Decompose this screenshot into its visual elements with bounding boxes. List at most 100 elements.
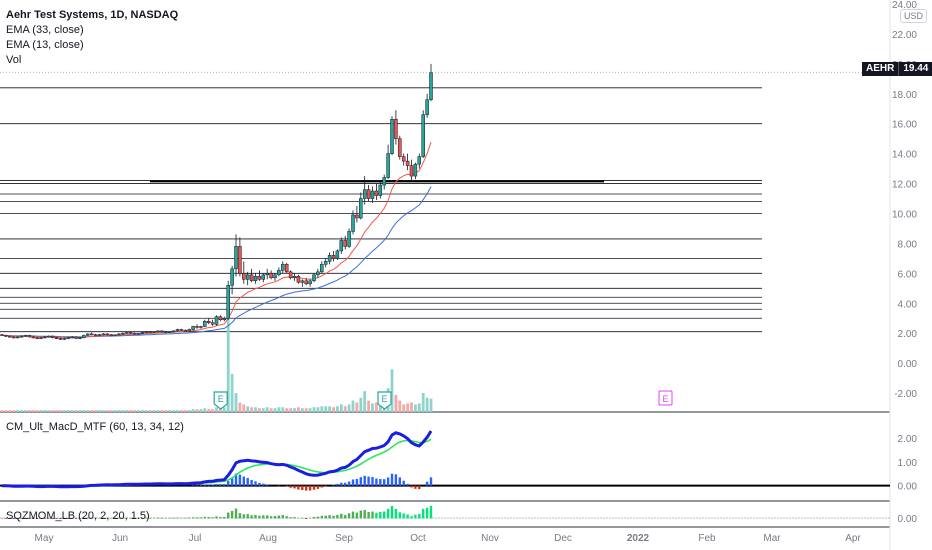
ema-13-line <box>1 142 432 339</box>
ema-13-label[interactable]: EMA (13, close) <box>6 39 84 51</box>
sqz-bar <box>383 511 386 519</box>
candle-body <box>117 333 121 336</box>
sqz-bar <box>188 517 191 519</box>
candle-body <box>257 276 262 280</box>
macd-hist-bar <box>211 484 214 486</box>
candlesticks[interactable] <box>0 63 433 340</box>
candle-body <box>160 330 164 333</box>
candle <box>366 185 371 202</box>
sqz-bar <box>406 514 409 519</box>
candle-body <box>179 329 184 331</box>
candle-body <box>378 184 383 196</box>
sqz-bar <box>71 517 74 519</box>
candle-body <box>148 331 152 333</box>
candle-body <box>253 276 258 282</box>
candle-body <box>316 271 320 276</box>
sqz-bar <box>78 518 82 519</box>
candle <box>429 63 433 102</box>
volume-label[interactable]: Vol <box>6 54 22 66</box>
currency-badge[interactable]: USD <box>900 9 928 23</box>
sqz-bar <box>164 517 167 519</box>
sqz-bar <box>67 518 70 519</box>
candle-body <box>156 330 160 333</box>
sqz-bar <box>16 518 19 519</box>
candle-body <box>409 165 414 177</box>
candle-body <box>23 335 28 337</box>
sqz-bar <box>277 515 281 519</box>
price-tick-label: 16.00 <box>892 120 917 131</box>
candle-body <box>109 334 113 336</box>
sqz-bar <box>414 514 417 519</box>
macd-tick-label: 1.00 <box>898 458 918 469</box>
sqz-bar <box>422 508 425 519</box>
candle-body <box>284 264 289 273</box>
volume-bar <box>35 410 39 412</box>
symbol-title[interactable]: Aehr Test Systems, 1D, NASDAQ <box>6 9 179 21</box>
candle <box>347 228 351 248</box>
volume-bar <box>375 402 378 412</box>
sqz-bar <box>86 517 89 519</box>
candle <box>257 270 262 281</box>
volume-bar <box>293 408 296 412</box>
earnings-label: E <box>218 394 224 404</box>
volume-bar <box>226 317 230 412</box>
sqzmom-indicator-label[interactable]: SQZMOM_LB (20, 2, 20, 1.5) <box>6 510 150 522</box>
candle-body <box>187 329 191 332</box>
price-tick-label: 14.00 <box>892 150 917 161</box>
sqz-bar <box>203 516 206 519</box>
sqz-bar <box>351 511 355 519</box>
sqz-bar <box>176 517 179 519</box>
macd-hist-bar <box>242 476 245 486</box>
sqz-bar <box>35 518 39 519</box>
sqz-bar <box>320 515 323 519</box>
candle <box>242 261 246 284</box>
time-axis[interactable]: May Jun Jul Aug Sep Oct Nov Dec 2022 Feb Mar Apr <box>35 533 862 544</box>
sqz-bar <box>281 514 284 519</box>
time-tick-label: Aug <box>259 533 277 544</box>
sqz-bar <box>12 518 15 519</box>
macd-hist-bar <box>429 477 433 486</box>
candle-body <box>386 153 390 178</box>
sqz-bar <box>152 517 156 519</box>
candle <box>320 261 324 274</box>
candle-body <box>417 156 422 165</box>
sqz-bar <box>429 506 433 519</box>
volume-bar <box>394 394 398 412</box>
sqz-bar <box>336 514 339 519</box>
volume-bar <box>261 408 265 412</box>
candle <box>70 336 74 339</box>
volume-bar <box>133 410 136 412</box>
candle-body <box>382 177 386 186</box>
volume-bar <box>215 407 218 412</box>
candle <box>222 316 227 322</box>
macd-hist-bar <box>379 478 382 486</box>
candle <box>175 328 180 332</box>
candle-body <box>31 336 35 339</box>
volume-bar <box>148 410 152 412</box>
sqz-bar <box>59 518 62 519</box>
volume-bar <box>406 403 409 412</box>
sqz-bar <box>63 518 66 519</box>
candle-body <box>43 336 47 339</box>
candle-body <box>394 118 398 139</box>
candle <box>253 273 258 284</box>
macd-hist-bar <box>297 485 300 490</box>
macd-hist-bar <box>367 476 370 486</box>
macd-indicator-label[interactable]: CM_Ult_MacD_MTF (60, 13, 34, 12) <box>6 421 184 433</box>
price-axis[interactable]: 24.0022.0020.0018.0016.0014.0012.0010.00… <box>892 0 917 525</box>
sqz-bar <box>32 518 35 519</box>
sqz-bar <box>145 517 148 519</box>
macd-hist-bar <box>410 485 413 488</box>
sqz-bar <box>172 517 175 519</box>
candle <box>19 335 24 338</box>
sqz-bar <box>262 515 265 519</box>
candle <box>23 334 28 337</box>
candle <box>230 265 234 295</box>
macd-line <box>1 430 433 489</box>
ema-33-label[interactable]: EMA (33, close) <box>6 24 84 36</box>
volume-bar <box>187 410 191 412</box>
candle <box>409 159 414 183</box>
candle-body <box>113 334 117 336</box>
